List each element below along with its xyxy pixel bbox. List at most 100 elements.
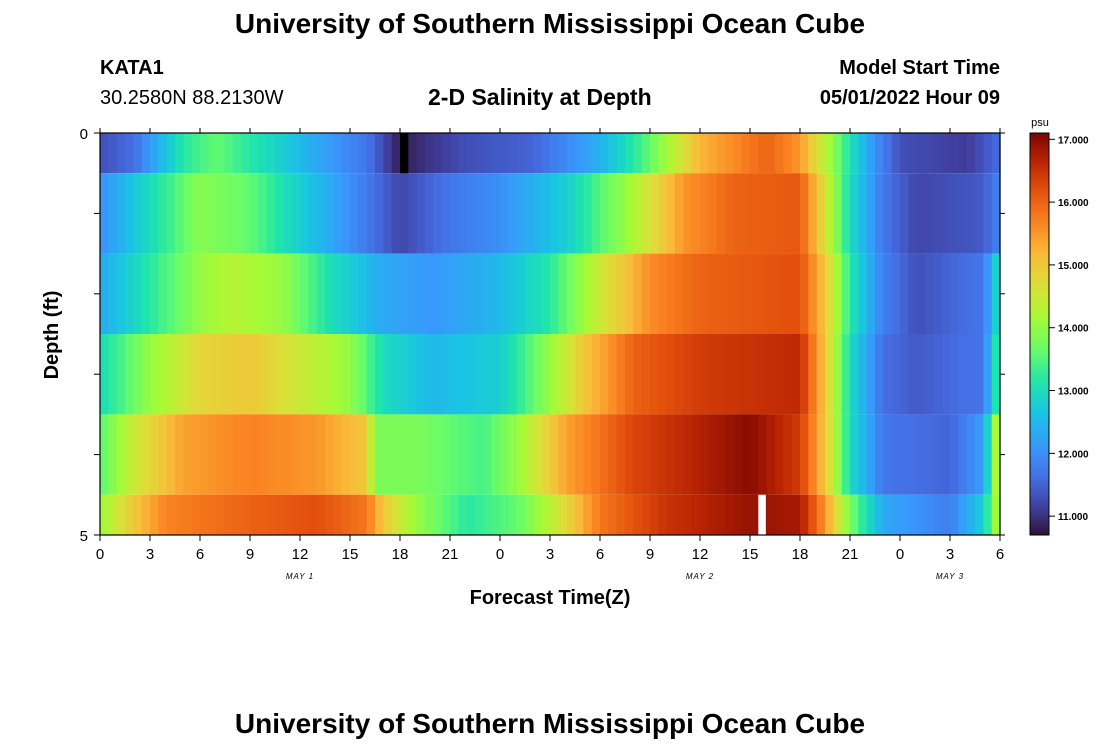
heatmap-cell bbox=[225, 494, 234, 535]
heatmap-cell bbox=[891, 494, 901, 535]
heatmap-cell bbox=[641, 494, 651, 535]
heatmap-cell bbox=[658, 253, 668, 334]
colorbar-gradient bbox=[1029, 132, 1050, 536]
heatmap-cell bbox=[875, 133, 884, 174]
heatmap-cell bbox=[691, 253, 701, 334]
heatmap-cell bbox=[600, 133, 609, 174]
heatmap-cell bbox=[633, 133, 643, 174]
heatmap-cell bbox=[333, 253, 343, 334]
x-axis-ticks: 0 3 6 9 12 15 18 21 0 3 6 9 12 15 18 21 0 3 6 MAY 1 MAY 2 MAY… bbox=[96, 128, 1004, 581]
heatmap-cell bbox=[133, 133, 143, 174]
heatmap-cell bbox=[358, 334, 368, 415]
heatmap-cell bbox=[166, 133, 176, 174]
heatmap-cell bbox=[941, 414, 951, 495]
heatmap-cell bbox=[458, 253, 468, 334]
heatmap-cell bbox=[825, 253, 834, 334]
heatmap-cell bbox=[350, 133, 359, 174]
heatmap-cell bbox=[991, 173, 1001, 254]
heatmap-cell bbox=[850, 334, 859, 415]
heatmap-cell bbox=[375, 334, 384, 415]
heatmap-cell bbox=[783, 494, 793, 535]
heatmap-cell bbox=[291, 334, 301, 415]
x-tick-label: 6 bbox=[196, 546, 204, 563]
heatmap-cell bbox=[933, 414, 943, 495]
heatmap-cell bbox=[891, 334, 901, 415]
colorbar-tick-label: 11.000 bbox=[1058, 512, 1088, 523]
heatmap-cell bbox=[733, 494, 743, 535]
heatmap-cell bbox=[958, 253, 968, 334]
heatmap-cell bbox=[841, 414, 851, 495]
heatmap-marker bbox=[758, 494, 766, 535]
heatmap-cell bbox=[208, 173, 218, 254]
heatmap-cell bbox=[733, 334, 743, 415]
heatmap-cell bbox=[758, 173, 768, 254]
heatmap-cell bbox=[708, 494, 718, 535]
heatmap-cell bbox=[408, 253, 418, 334]
heatmap-cell bbox=[158, 414, 168, 495]
heatmap-cell bbox=[100, 494, 109, 535]
heatmap-cell bbox=[950, 133, 959, 174]
heatmap-cell bbox=[441, 494, 451, 535]
heatmap-cell bbox=[425, 494, 434, 535]
heatmap-cell bbox=[425, 414, 434, 495]
heatmap-cell bbox=[675, 334, 684, 415]
heatmap-cell bbox=[775, 494, 784, 535]
heatmap-cell bbox=[491, 414, 501, 495]
heatmap-cell bbox=[783, 133, 793, 174]
heatmap-cell bbox=[366, 173, 376, 254]
heatmap-cell bbox=[441, 334, 451, 415]
x-tick-label: 12 bbox=[292, 546, 309, 563]
heatmap-cell bbox=[425, 334, 434, 415]
heatmap-cell bbox=[191, 173, 201, 254]
heatmap-cell bbox=[175, 334, 184, 415]
heatmap-cell bbox=[591, 133, 601, 174]
heatmap-cell bbox=[933, 133, 943, 174]
heatmap-cell bbox=[841, 253, 851, 334]
x-tick-label: 21 bbox=[442, 546, 459, 563]
heatmap-cell bbox=[658, 334, 668, 415]
heatmap-cell bbox=[450, 133, 459, 174]
heatmap-cell bbox=[116, 494, 126, 535]
heatmap-cell bbox=[775, 173, 784, 254]
heatmap-cell bbox=[133, 414, 143, 495]
heatmap-cell bbox=[258, 253, 268, 334]
heatmap-cell bbox=[241, 133, 251, 174]
heatmap-cell bbox=[400, 253, 409, 334]
heatmap-cell bbox=[475, 173, 484, 254]
heatmap-cell bbox=[966, 133, 976, 174]
heatmap-cell bbox=[925, 334, 934, 415]
heatmap-cell bbox=[225, 414, 234, 495]
heatmap-cell bbox=[700, 414, 709, 495]
heatmap-cell bbox=[566, 494, 576, 535]
heatmap-cell bbox=[150, 133, 159, 174]
heatmap-cell bbox=[258, 414, 268, 495]
heatmap-cell bbox=[375, 173, 384, 254]
heatmap-cell bbox=[691, 133, 701, 174]
heatmap-cell bbox=[533, 494, 543, 535]
heatmap-cell bbox=[966, 334, 976, 415]
heatmap-cell bbox=[416, 253, 426, 334]
heatmap-cell bbox=[191, 253, 201, 334]
heatmap-cell bbox=[608, 334, 618, 415]
heatmap-cell bbox=[858, 133, 868, 174]
heatmap-cell bbox=[408, 414, 418, 495]
heatmap-cell bbox=[916, 334, 926, 415]
heatmap-cell bbox=[408, 334, 418, 415]
heatmap-cell bbox=[933, 334, 943, 415]
heatmap-cell bbox=[475, 334, 484, 415]
heatmap-cell bbox=[708, 253, 718, 334]
heatmap-cell bbox=[300, 414, 309, 495]
heatmap-cell bbox=[991, 334, 1001, 415]
heatmap-cell bbox=[950, 334, 959, 415]
heatmap-cell bbox=[700, 253, 709, 334]
heatmap-cell bbox=[900, 253, 909, 334]
heatmap-cell bbox=[866, 173, 876, 254]
heatmap-cell bbox=[150, 173, 159, 254]
heatmap-cell bbox=[583, 173, 593, 254]
heatmap-cell bbox=[316, 334, 326, 415]
heatmap-cell bbox=[191, 414, 201, 495]
heatmap-cell bbox=[641, 133, 651, 174]
heatmap-cell bbox=[650, 414, 659, 495]
heatmap-cell bbox=[133, 334, 143, 415]
heatmap-cell bbox=[583, 494, 593, 535]
